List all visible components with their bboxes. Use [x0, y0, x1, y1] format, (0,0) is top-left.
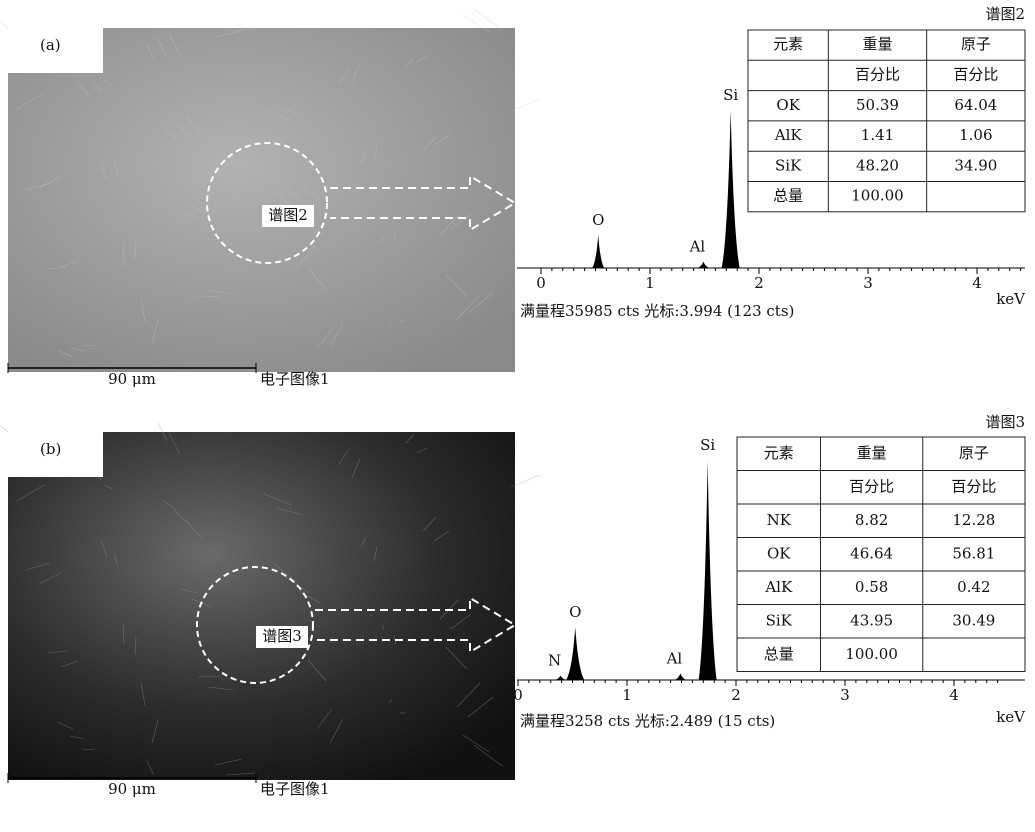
- x-tick-label: 2: [731, 686, 741, 704]
- x-unit: keV: [996, 290, 1026, 308]
- table-total: 总量: [764, 645, 794, 663]
- spectrum-footer: 满量程3258 cts 光标:2.489 (15 cts): [520, 712, 775, 730]
- peak: [697, 262, 709, 268]
- x-tick-label: 4: [949, 686, 959, 704]
- table-cell: SiK: [775, 156, 802, 174]
- table-total: 总量: [773, 187, 803, 205]
- table-cell: OK: [776, 96, 800, 114]
- table-cell: 30.49: [952, 611, 995, 629]
- x-tick-label: 4: [972, 274, 982, 292]
- table-total: 100.00: [845, 645, 898, 663]
- peak: [722, 110, 740, 268]
- table-cell: 1.41: [861, 126, 894, 144]
- table-cell: 0.58: [855, 578, 888, 596]
- table-header: 元素: [773, 35, 803, 53]
- table-header: 原子: [959, 444, 989, 462]
- texture: [0, 407, 8, 432]
- peak-label: N: [548, 652, 561, 670]
- table-cell: 12.28: [952, 511, 995, 529]
- table-cell: 43.95: [850, 611, 893, 629]
- table-cell: 64.04: [954, 96, 997, 114]
- x-tick-label: 2: [754, 274, 764, 292]
- spectrum-title: 谱图2: [985, 5, 1025, 23]
- marker-label: 谱图2: [268, 206, 308, 224]
- table-cell: OK: [767, 544, 791, 562]
- sem-image: [8, 28, 515, 372]
- peak: [555, 676, 567, 680]
- table-cell: 8.82: [855, 511, 888, 529]
- x-tick-label: 1: [622, 686, 632, 704]
- peak: [699, 460, 717, 680]
- table-unit: 百分比: [951, 477, 996, 495]
- table-unit: 百分比: [855, 65, 900, 83]
- table-header: 原子: [961, 35, 991, 53]
- table-unit: 百分比: [953, 65, 998, 83]
- image-caption: 电子图像1: [260, 780, 330, 798]
- panel-label: (a): [40, 36, 61, 54]
- spectrum-footer: 满量程35985 cts 光标:3.994 (123 cts): [520, 302, 794, 320]
- table-unit: 百分比: [849, 477, 894, 495]
- table-cell: 0.42: [957, 578, 990, 596]
- table-header: 重量: [857, 444, 887, 462]
- table-header: 重量: [862, 35, 892, 53]
- table-cell: 56.81: [952, 544, 995, 562]
- x-unit: keV: [996, 708, 1026, 726]
- table-cell: 1.06: [959, 126, 992, 144]
- table-cell: 48.20: [856, 156, 899, 174]
- image-caption: 电子图像1: [260, 370, 330, 388]
- texture: [511, 99, 540, 111]
- sem-image: [8, 432, 515, 780]
- figure: (a) 谱图2 90 μm 电子图像1 0 1 2 3 4 keV 满量程35985 cts 光标:…: [0, 0, 1035, 828]
- table-cell: SiK: [766, 611, 793, 629]
- panel-label: (b): [40, 440, 61, 458]
- x-tick-label: 1: [645, 274, 655, 292]
- x-tick-label: 0: [513, 686, 523, 704]
- texture: [474, 9, 502, 30]
- peak: [566, 627, 584, 680]
- texture: [0, 3, 8, 28]
- x-tick-label: 3: [863, 274, 873, 292]
- texture: [511, 475, 540, 487]
- peak-label: O: [569, 603, 581, 621]
- scale-label: 90 μm: [108, 370, 156, 388]
- marker-label: 谱图3: [262, 627, 302, 645]
- x-tick-label: 3: [840, 686, 850, 704]
- peak-label: Si: [723, 86, 738, 104]
- table-cell: 46.64: [850, 544, 893, 562]
- peak: [674, 673, 686, 680]
- peak: [592, 235, 604, 268]
- table-total: 100.00: [851, 187, 904, 205]
- table-cell: AlK: [774, 126, 803, 144]
- scale-label: 90 μm: [108, 780, 156, 798]
- peak-label: Al: [689, 238, 706, 256]
- peak-label: Si: [700, 436, 715, 454]
- table-cell: NK: [767, 511, 792, 529]
- table-cell: 50.39: [856, 96, 899, 114]
- peak-label: O: [592, 211, 604, 229]
- peak-label: Al: [666, 649, 683, 667]
- spectrum-title: 谱图3: [985, 413, 1025, 431]
- x-tick-label: 0: [536, 274, 546, 292]
- table-header: 元素: [764, 444, 794, 462]
- table-cell: 34.90: [954, 156, 997, 174]
- table-cell: AlK: [764, 578, 793, 596]
